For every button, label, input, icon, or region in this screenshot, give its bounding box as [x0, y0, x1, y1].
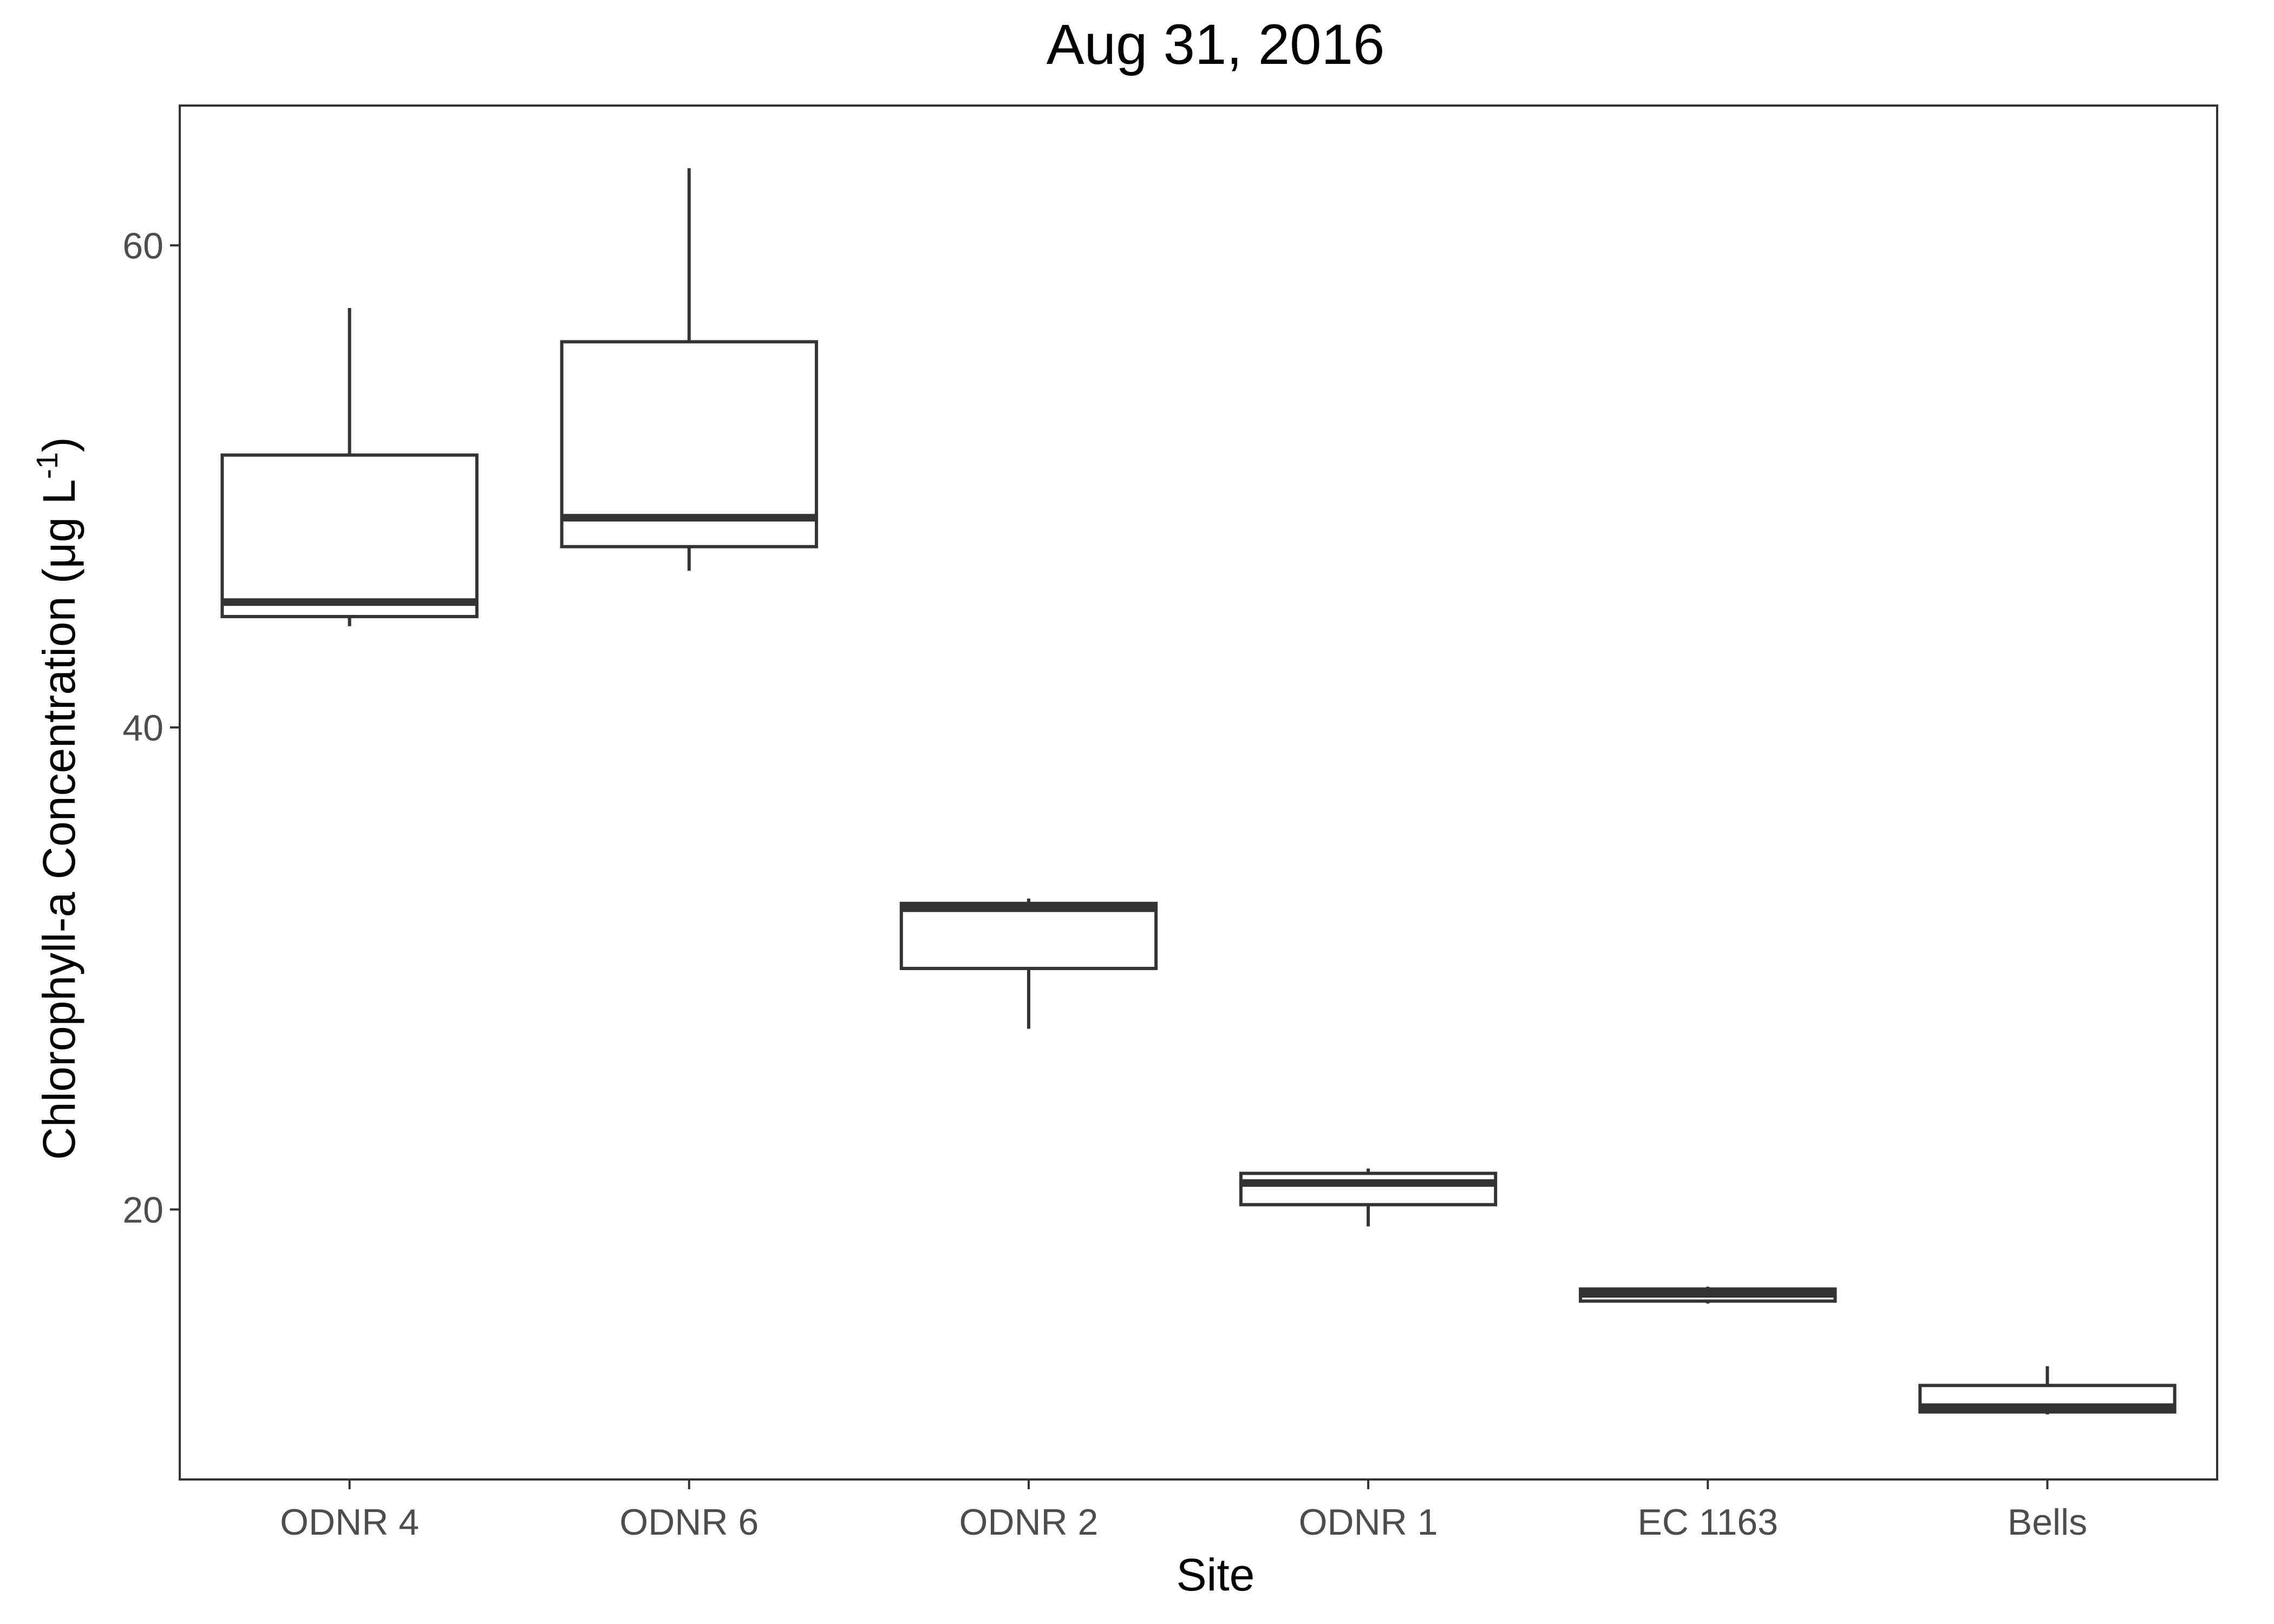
y-axis-title-close: ): [34, 437, 84, 452]
x-tick-label: ODNR 6: [619, 1502, 759, 1543]
y-axis: 20 40 60: [122, 225, 180, 1230]
y-tick-label: 20: [122, 1189, 164, 1230]
box-body: [220, 453, 479, 618]
panel-border: [179, 104, 2218, 1481]
x-tick-label: Bells: [2008, 1502, 2087, 1543]
plot-area: [220, 168, 2177, 1415]
x-tick-label: ODNR 4: [280, 1502, 419, 1543]
box-body: [899, 901, 1158, 971]
y-axis-title: Chlorophyll-a Concentration (μg L-1): [30, 437, 84, 1160]
box-body: [1239, 1171, 1498, 1207]
y-tick-label: 40: [122, 708, 164, 749]
box-body: [560, 340, 818, 548]
chart-title: Aug 31, 2016: [1047, 13, 1385, 76]
box-odnr-6: [560, 168, 818, 571]
box-odnr-4: [220, 308, 479, 626]
x-axis: ODNR 4 ODNR 6 ODNR 2 ODNR 1 EC 1163 Bells: [280, 1479, 2087, 1543]
x-tick-label: EC 1163: [1637, 1502, 1778, 1543]
box-ec-1163: [1579, 1286, 1837, 1304]
y-axis-title-superscript: -1: [30, 452, 64, 479]
box-bells: [1918, 1366, 2177, 1415]
x-tick-label: ODNR 2: [959, 1502, 1098, 1543]
x-axis-title: Site: [1177, 1549, 1255, 1600]
x-tick-label: ODNR 1: [1299, 1502, 1438, 1543]
y-axis-title-main: Chlorophyll-a Concentration (μg L: [34, 479, 84, 1160]
box-odnr-2: [899, 898, 1158, 1029]
y-tick-label: 60: [122, 225, 164, 266]
box-odnr-1: [1239, 1168, 1498, 1227]
